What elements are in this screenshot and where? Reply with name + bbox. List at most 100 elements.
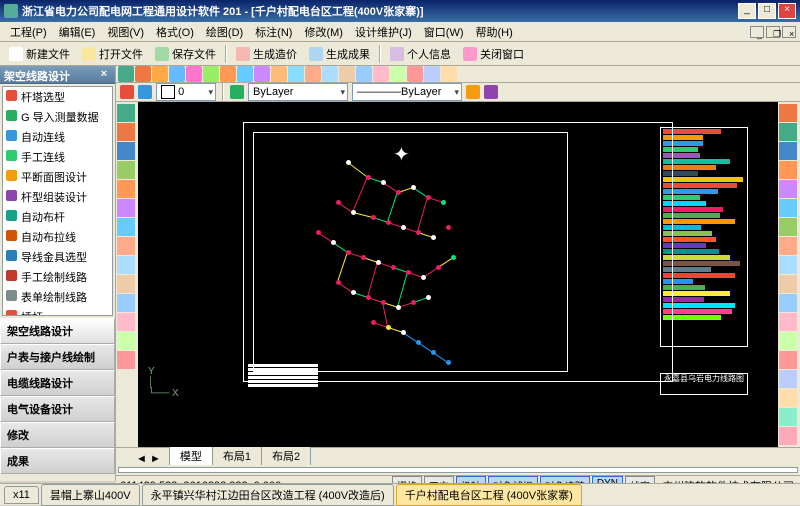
canvas-tool-icon[interactable] (288, 66, 304, 82)
canvas-tool-icon[interactable] (441, 66, 457, 82)
palette-tool-icon[interactable] (117, 294, 135, 312)
palette-tool-icon[interactable] (117, 104, 135, 122)
palette-tool-icon[interactable] (779, 199, 797, 217)
palette-tool-icon[interactable] (117, 180, 135, 198)
color-icon[interactable] (120, 85, 134, 99)
toolbar-button[interactable]: 生成造价 (231, 44, 302, 64)
command-line[interactable]: 命令: P 按 Esc 或 Enter 键退出，或单击右键显示快捷菜单 命令: (118, 467, 798, 473)
palette-tool-icon[interactable] (779, 180, 797, 198)
canvas-tool-icon[interactable] (424, 66, 440, 82)
paint-icon[interactable] (484, 85, 498, 99)
toolbar-button[interactable]: 生成成果 (304, 44, 375, 64)
tree-item[interactable]: 自动连线 (3, 127, 112, 147)
close-button[interactable]: × (778, 3, 796, 19)
layout-tab[interactable]: 布局1 (212, 446, 262, 465)
tree-item[interactable]: 表单绘制线路 (3, 287, 112, 307)
canvas-tool-icon[interactable] (118, 66, 134, 82)
canvas-tool-icon[interactable] (407, 66, 423, 82)
palette-tool-icon[interactable] (117, 256, 135, 274)
menu-item[interactable]: 标注(N) (249, 22, 298, 42)
palette-tool-icon[interactable] (779, 351, 797, 369)
toolbar-button[interactable]: 新建文件 (4, 44, 75, 64)
toolbar-button[interactable]: 关闭窗口 (458, 44, 529, 64)
drawing-canvas[interactable]: Y│└── X 永嘉县乌岩电力线路图 (138, 102, 778, 447)
sidebar-close-icon[interactable]: × (97, 68, 111, 80)
palette-tool-icon[interactable] (117, 275, 135, 293)
palette-tool-icon[interactable] (117, 142, 135, 160)
sidebar-category[interactable]: 架空线路设计 (0, 318, 115, 344)
palette-tool-icon[interactable] (117, 123, 135, 141)
sidebar-category[interactable]: 成果 (0, 448, 115, 474)
palette-tool-icon[interactable] (779, 408, 797, 426)
canvas-tool-icon[interactable] (203, 66, 219, 82)
palette-tool-icon[interactable] (117, 199, 135, 217)
palette-tool-icon[interactable] (117, 161, 135, 179)
toolbar-button[interactable]: 保存文件 (150, 44, 221, 64)
canvas-tool-icon[interactable] (305, 66, 321, 82)
palette-tool-icon[interactable] (779, 142, 797, 160)
canvas-tool-icon[interactable] (152, 66, 168, 82)
linetype-combo[interactable]: ———— ByLayer (352, 83, 462, 101)
document-tab[interactable]: x11 (4, 486, 39, 504)
palette-tool-icon[interactable] (779, 313, 797, 331)
canvas-tool-icon[interactable] (322, 66, 338, 82)
palette-tool-icon[interactable] (117, 332, 135, 350)
menu-item[interactable]: 修改(M) (298, 22, 349, 42)
palette-tool-icon[interactable] (117, 313, 135, 331)
menu-item[interactable]: 格式(O) (150, 22, 200, 42)
canvas-tool-icon[interactable] (135, 66, 151, 82)
tree-item[interactable]: 平断面图设计 (3, 167, 112, 187)
mdi-close[interactable]: × (782, 26, 796, 38)
tree-item[interactable]: 杆塔选型 (3, 87, 112, 107)
canvas-tool-icon[interactable] (169, 66, 185, 82)
sidebar-category[interactable]: 电气设备设计 (0, 396, 115, 422)
canvas-tool-icon[interactable] (356, 66, 372, 82)
palette-tool-icon[interactable] (779, 104, 797, 122)
palette-tool-icon[interactable] (779, 275, 797, 293)
layout-tab[interactable]: 模型 (169, 446, 213, 465)
canvas-tool-icon[interactable] (390, 66, 406, 82)
tree-item[interactable]: 插杆 (3, 307, 112, 316)
canvas-tool-icon[interactable] (237, 66, 253, 82)
canvas-tool-icon[interactable] (254, 66, 270, 82)
canvas-tool-icon[interactable] (271, 66, 287, 82)
menu-item[interactable]: 窗口(W) (418, 22, 470, 42)
mdi-minimize[interactable]: _ (750, 26, 764, 38)
tree-item[interactable]: G 导入测量数据 (3, 107, 112, 127)
sidebar-category[interactable]: 电缆线路设计 (0, 370, 115, 396)
mdi-restore[interactable]: ❐ (766, 26, 780, 38)
document-tab[interactable]: 千户村配电台区工程 (400V张家寨) (396, 484, 582, 506)
palette-tool-icon[interactable] (779, 427, 797, 445)
minimize-button[interactable]: _ (738, 3, 756, 19)
palette-tool-icon[interactable] (779, 370, 797, 388)
palette-tool-icon[interactable] (117, 218, 135, 236)
canvas-tool-icon[interactable] (339, 66, 355, 82)
menu-item[interactable]: 帮助(H) (470, 22, 519, 42)
sidebar-category[interactable]: 户表与接户线绘制 (0, 344, 115, 370)
tree-item[interactable]: 杆型组装设计 (3, 187, 112, 207)
palette-tool-icon[interactable] (779, 237, 797, 255)
menu-item[interactable]: 设计维护(J) (349, 22, 418, 42)
toolbar-button[interactable]: 个人信息 (385, 44, 456, 64)
palette-tool-icon[interactable] (779, 389, 797, 407)
tree-item[interactable]: 导线金具选型 (3, 247, 112, 267)
tree-item[interactable]: 手工连线 (3, 147, 112, 167)
lineweight-icon[interactable] (466, 85, 480, 99)
menu-item[interactable]: 工程(P) (4, 22, 53, 42)
sidebar-category[interactable]: 修改 (0, 422, 115, 448)
canvas-tool-icon[interactable] (373, 66, 389, 82)
tree-item[interactable]: 自动布杆 (3, 207, 112, 227)
canvas-tool-icon[interactable] (220, 66, 236, 82)
layermgr-icon[interactable] (230, 85, 244, 99)
document-tab[interactable]: 永平镇兴华村江边田台区改造工程 (400V改造后) (142, 484, 394, 506)
menu-item[interactable]: 视图(V) (101, 22, 150, 42)
menu-item[interactable]: 编辑(E) (53, 22, 102, 42)
layer-combo[interactable]: ByLayer (248, 83, 348, 101)
palette-tool-icon[interactable] (779, 332, 797, 350)
layer-icon[interactable] (138, 85, 152, 99)
palette-tool-icon[interactable] (117, 237, 135, 255)
menu-item[interactable]: 绘图(D) (200, 22, 249, 42)
palette-tool-icon[interactable] (779, 256, 797, 274)
maximize-button[interactable]: □ (758, 3, 776, 19)
color-combo[interactable]: 0 (156, 83, 216, 101)
